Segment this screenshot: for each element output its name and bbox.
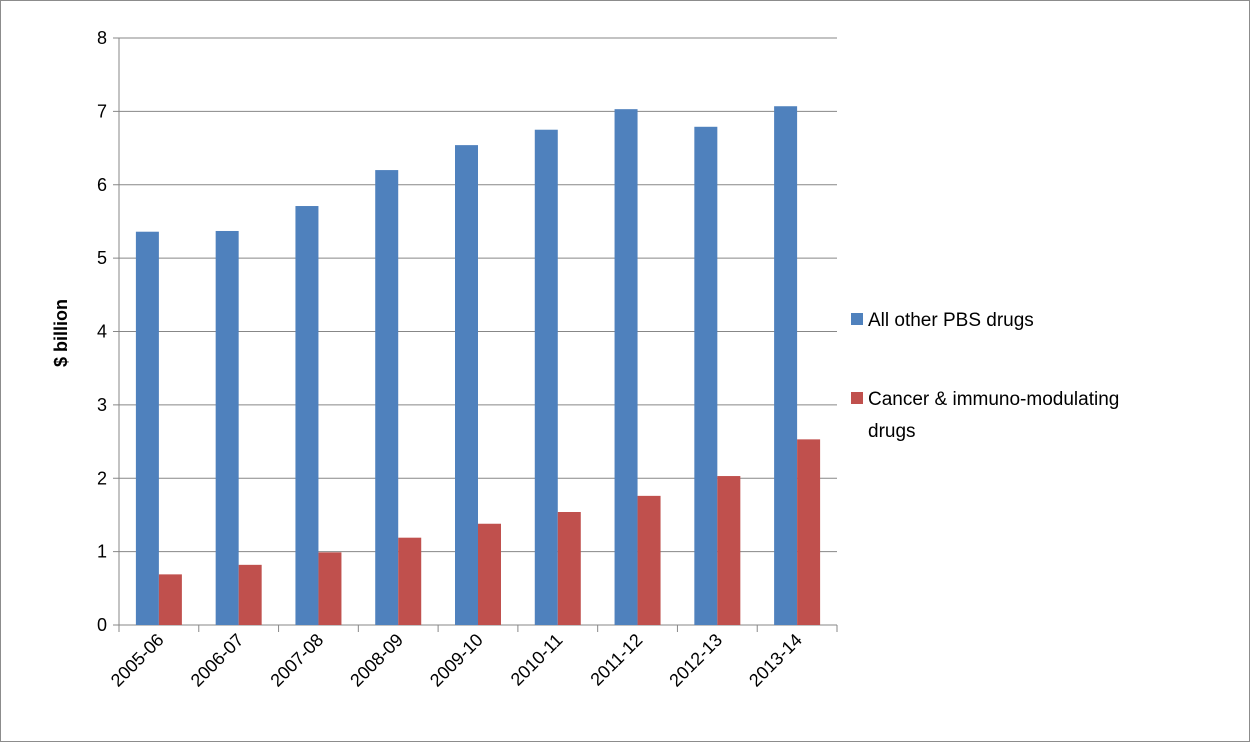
bar-cancer-immuno-drugs [717, 476, 741, 625]
y-axis-title: $ billion [51, 299, 71, 367]
legend-label: All other PBS drugs [868, 310, 1034, 331]
y-tick-label: 8 [97, 28, 107, 48]
legend-swatch-all-other [851, 313, 863, 325]
bar-all-other-pbs-drugs [774, 106, 798, 625]
y-tick-label: 1 [97, 542, 107, 562]
bar-all-other-pbs-drugs [215, 230, 239, 625]
bar-cancer-immuno-drugs [238, 564, 262, 625]
bar-all-other-pbs-drugs [455, 145, 478, 625]
bar-cancer-immuno-drugs [557, 512, 581, 625]
bars [135, 106, 821, 625]
bar-all-other-pbs-drugs [614, 109, 638, 625]
x-tick-label: 2013-14 [745, 630, 806, 691]
bar-cancer-immuno-drugs [637, 495, 661, 625]
bar-all-other-pbs-drugs [375, 170, 399, 625]
bar-all-other-pbs-drugs [694, 126, 718, 625]
bar-cancer-immuno-drugs [797, 439, 821, 625]
y-tick-label: 7 [97, 101, 107, 121]
bar-cancer-immuno-drugs [478, 523, 501, 625]
legend-label: Cancer & immuno-modulating [868, 389, 1119, 410]
x-tick-label: 2005-06 [107, 630, 168, 691]
x-tick-label: 2006-07 [187, 630, 248, 691]
bar-all-other-pbs-drugs [295, 206, 319, 625]
y-tick-label: 6 [97, 175, 107, 195]
y-tick-label: 5 [97, 248, 107, 268]
bar-cancer-immuno-drugs [398, 537, 422, 625]
y-tick-label: 0 [97, 615, 107, 635]
x-tick-label: 2008-09 [346, 630, 407, 691]
x-tick-label: 2010-11 [507, 630, 567, 690]
legend: All other PBS drugs Cancer & immuno-modul… [851, 310, 1119, 442]
x-tick-label: 2007-08 [266, 630, 327, 691]
x-tick-label: 2009-10 [426, 630, 487, 691]
bar-all-other-pbs-drugs [534, 129, 558, 625]
y-tick-label: 4 [97, 322, 107, 342]
x-tick-label: 2012-13 [665, 630, 726, 691]
legend-label: drugs [868, 421, 916, 442]
bar-all-other-pbs-drugs [135, 231, 159, 625]
legend-swatch-cancer [851, 392, 863, 404]
y-tick-label: 2 [97, 468, 107, 488]
x-tick-label: 2011-12 [586, 630, 646, 690]
y-tick-label: 3 [97, 395, 107, 415]
bar-cancer-immuno-drugs [158, 574, 182, 625]
bar-cancer-immuno-drugs [318, 552, 342, 625]
